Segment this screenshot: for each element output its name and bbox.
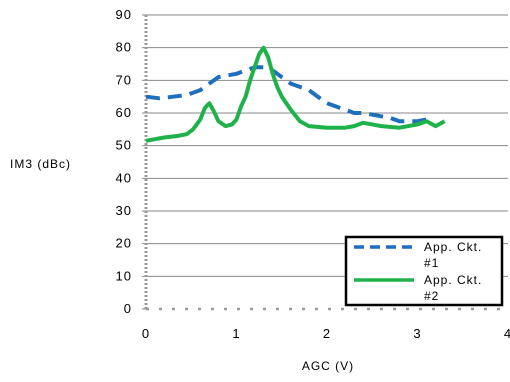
legend-label-series-2-line1: App. Ckt. bbox=[424, 273, 482, 287]
x-tick-label-4: 4 bbox=[504, 326, 510, 341]
y-tick-label-80: 80 bbox=[116, 40, 132, 55]
legend-label-series-1-line1: App. Ckt. bbox=[424, 240, 482, 254]
y-tick-label-70: 70 bbox=[116, 72, 132, 87]
y-tick-label-40: 40 bbox=[116, 170, 132, 185]
y-axis-title: IM3 (dBc) bbox=[10, 157, 71, 171]
y-tick-label-0: 0 bbox=[124, 301, 132, 316]
y-tick-label-90: 90 bbox=[116, 7, 132, 22]
x-tick-label-0: 0 bbox=[142, 326, 150, 341]
x-tick-label-2: 2 bbox=[323, 326, 331, 341]
grid-layer bbox=[146, 14, 508, 277]
x-axis-title: AGC (V) bbox=[302, 359, 354, 373]
y-tick-label-60: 60 bbox=[116, 105, 132, 120]
series-layer bbox=[145, 45, 446, 143]
legend: App. Ckt. #1 App. Ckt. #2 bbox=[344, 235, 504, 307]
axis-layer bbox=[142, 14, 508, 311]
series-line-1 bbox=[145, 65, 427, 124]
x-tick-label-1: 1 bbox=[232, 326, 240, 341]
y-tick-label-50: 50 bbox=[116, 138, 132, 153]
legend-label-series-1-line2: #1 bbox=[424, 256, 439, 270]
legend-label-series-2-line2: #2 bbox=[424, 289, 439, 303]
y-tick-label-10: 10 bbox=[116, 268, 132, 283]
label-layer: 0 10 20 30 40 50 60 70 80 90 0 1 2 3 4 bbox=[116, 7, 510, 341]
series-line-2 bbox=[145, 45, 446, 143]
y-tick-label-30: 30 bbox=[116, 203, 132, 218]
y-tick-label-20: 20 bbox=[116, 236, 132, 251]
x-tick-label-3: 3 bbox=[413, 326, 421, 341]
